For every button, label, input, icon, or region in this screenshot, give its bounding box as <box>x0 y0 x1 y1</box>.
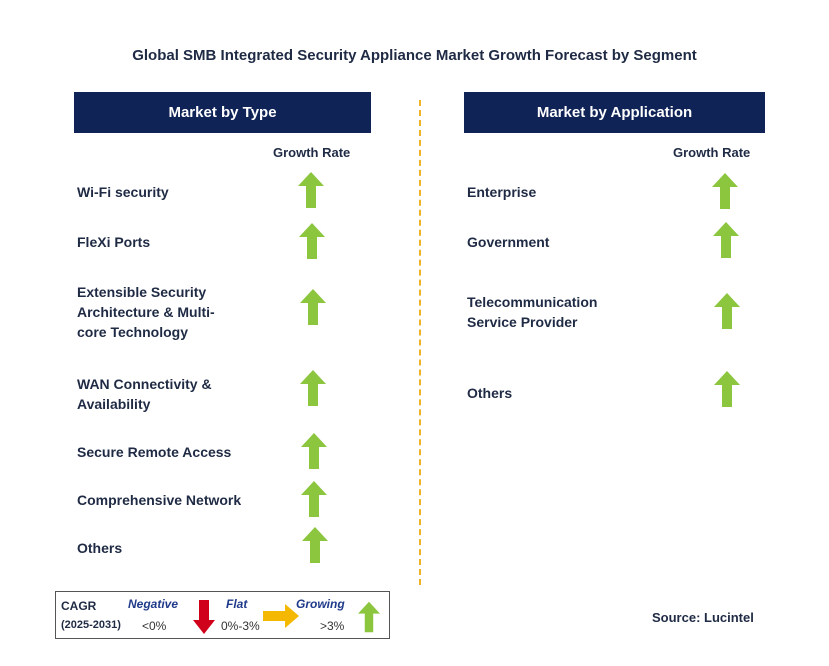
legend-flat-label: Flat <box>226 597 248 611</box>
legend-flat-range: 0%-3% <box>221 619 260 633</box>
type-item-wifi-security: Wi-Fi security <box>77 182 169 202</box>
up-arrow-icon <box>714 293 740 329</box>
application-item-government: Government <box>467 232 549 252</box>
up-arrow-icon <box>358 601 380 633</box>
up-arrow-icon <box>301 481 327 517</box>
up-arrow-icon <box>300 370 326 406</box>
application-item-enterprise: Enterprise <box>467 182 536 202</box>
item-label: FleXi Ports <box>77 234 151 250</box>
item-label-line2: Architecture & Multi- <box>77 304 215 320</box>
item-label-line2: Service Provider <box>467 314 578 330</box>
item-label: Comprehensive Network <box>77 492 242 508</box>
market-by-application-header: Market by Application <box>464 92 765 133</box>
chart-title: Global SMB Integrated Security Appliance… <box>132 47 697 64</box>
type-item-wan-connectivity: WAN Connectivity & Availability <box>77 374 212 414</box>
item-label: Wi-Fi security <box>77 184 169 200</box>
legend-growing-range: >3% <box>320 619 345 633</box>
up-arrow-icon <box>300 289 326 325</box>
panel-divider <box>419 100 421 585</box>
legend-period: (2025-2031) <box>61 619 121 631</box>
legend-negative-label: Negative <box>128 597 179 611</box>
up-arrow-icon <box>714 371 740 407</box>
item-label-line2: Availability <box>77 396 151 412</box>
right-growth-rate-label: Growth Rate <box>673 145 751 160</box>
item-label-line3: core Technology <box>77 324 188 340</box>
cagr-legend: CAGR (2025-2031) Negative <0% Flat 0%-3%… <box>55 591 390 639</box>
up-arrow-icon <box>713 222 739 258</box>
legend-growing-label: Growing <box>296 597 345 611</box>
item-label-line1: Telecommunication <box>467 294 598 310</box>
application-item-telecommunication: Telecommunication Service Provider <box>467 292 597 332</box>
type-item-secure-remote-access: Secure Remote Access <box>77 442 231 462</box>
item-label-line1: WAN Connectivity & <box>77 376 212 392</box>
item-label: Secure Remote Access <box>77 444 232 460</box>
type-item-comprehensive-network: Comprehensive Network <box>77 490 241 510</box>
right-arrow-icon <box>263 604 299 628</box>
item-label-line1: Extensible Security <box>77 284 207 300</box>
legend-negative-range: <0% <box>142 619 167 633</box>
up-arrow-icon <box>712 173 738 209</box>
item-label: Others <box>77 540 123 556</box>
legend-cagr-label: CAGR <box>61 599 97 613</box>
left-growth-rate-label: Growth Rate <box>273 145 351 160</box>
up-arrow-icon <box>301 433 327 469</box>
up-arrow-icon <box>298 172 324 208</box>
item-label: Enterprise <box>467 184 537 200</box>
item-label: Others <box>467 385 513 401</box>
application-item-others: Others <box>467 383 512 403</box>
type-item-extensible-security: Extensible Security Architecture & Multi… <box>77 282 215 342</box>
market-by-type-header: Market by Type <box>74 92 371 133</box>
type-item-others: Others <box>77 538 122 558</box>
up-arrow-icon <box>299 223 325 259</box>
up-arrow-icon <box>302 527 328 563</box>
item-label: Government <box>467 234 550 250</box>
source-label: Source: Lucintel <box>652 610 754 625</box>
type-item-flexi-ports: FleXi Ports <box>77 232 150 252</box>
down-arrow-icon <box>193 600 215 634</box>
